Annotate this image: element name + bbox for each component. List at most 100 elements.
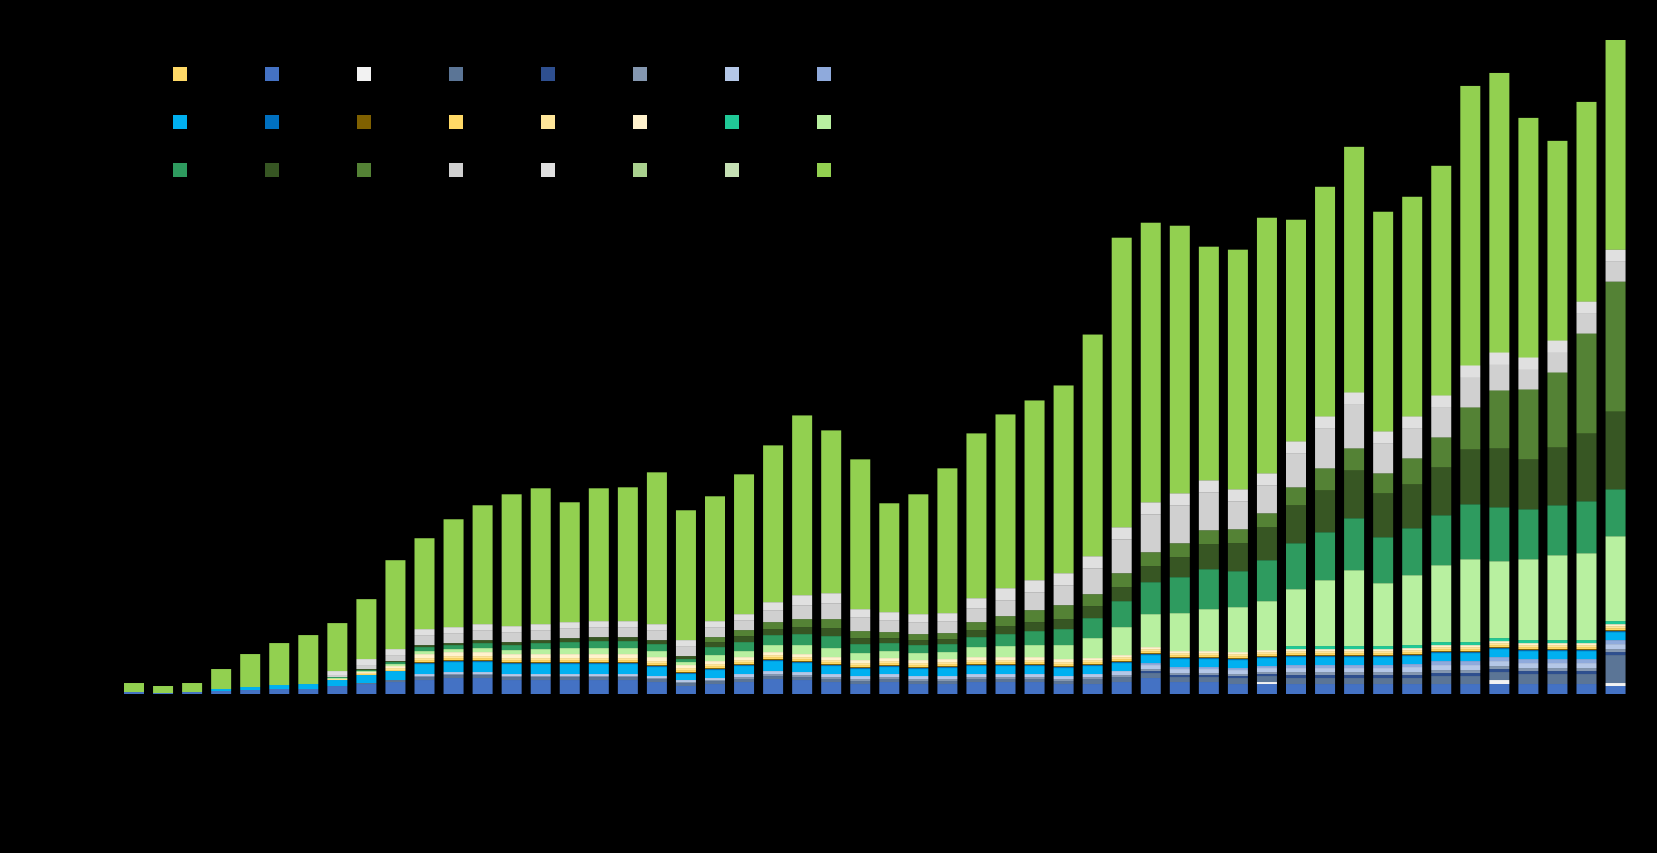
- bar-stack-32: [1024, 400, 1045, 694]
- bar-segment: [1169, 675, 1190, 678]
- bar-segment: [1169, 673, 1190, 676]
- bar-segment: [1024, 660, 1045, 663]
- bar-segment: [1605, 628, 1626, 631]
- bar-segment: [705, 670, 725, 679]
- bar-segment: [1169, 653, 1190, 656]
- bar-segment: [908, 614, 929, 623]
- bar-stack-23: [763, 445, 784, 694]
- bar-segment: [356, 671, 377, 673]
- bar-segment: [1024, 657, 1045, 661]
- bar-segment: [356, 672, 377, 674]
- legend-swatch: [633, 67, 647, 81]
- bar-segment: [1140, 566, 1161, 583]
- bar-segment: [1547, 650, 1568, 652]
- bar-segment: [1169, 651, 1190, 654]
- bar-segment: [763, 660, 784, 662]
- legend-swatch: [633, 115, 647, 129]
- bar-segment: [705, 664, 725, 667]
- bar-segment: [298, 684, 319, 690]
- bar-segment: [1082, 662, 1103, 665]
- legend-swatch: [449, 115, 463, 129]
- bar-segment: [675, 672, 696, 674]
- bar-segment: [792, 661, 813, 663]
- bar-segment: [1373, 537, 1394, 584]
- bar-segment: [1605, 640, 1626, 645]
- bar-segment: [1198, 544, 1219, 570]
- bar-segment: [588, 637, 609, 642]
- bar-segment: [1198, 569, 1219, 610]
- bar-segment: [414, 645, 435, 648]
- bar-segment: [1315, 655, 1336, 657]
- bar-segment: [1344, 656, 1365, 658]
- bar-segment: [1082, 556, 1103, 569]
- bar-segment: [1431, 645, 1452, 648]
- bar-segment: [1547, 659, 1568, 664]
- bar-segment: [1344, 672, 1365, 676]
- bar-segment: [414, 658, 435, 661]
- bar-segment: [1256, 658, 1277, 667]
- bar-segment: [1111, 682, 1132, 694]
- bar-segment: [530, 676, 551, 678]
- bar-segment: [1489, 649, 1510, 658]
- bar-segment: [1605, 249, 1626, 262]
- bar-segment: [472, 658, 493, 661]
- bar-segment: [1576, 650, 1597, 652]
- bar-segment: [1460, 670, 1481, 674]
- bar-segment: [675, 659, 696, 663]
- bar-segment: [1460, 673, 1481, 677]
- bar-segment: [1431, 642, 1452, 646]
- bar-segment: [1082, 677, 1103, 680]
- bar-segment: [588, 627, 609, 638]
- bar-stack-4: [211, 669, 232, 694]
- bar-segment: [1198, 651, 1219, 654]
- bar-segment: [1576, 433, 1597, 502]
- bar-stack-47: [1460, 85, 1481, 694]
- bar-segment: [1576, 645, 1597, 648]
- bar-segment: [1053, 605, 1074, 620]
- bar-segment: [1576, 313, 1597, 334]
- bar-segment: [1344, 470, 1365, 519]
- bar-segment: [879, 612, 900, 621]
- bar-segment: [995, 662, 1016, 665]
- bar-segment: [1460, 665, 1481, 671]
- bar-segment: [327, 675, 348, 678]
- bar-segment: [1460, 85, 1481, 366]
- bar-segment: [1111, 662, 1132, 664]
- bar-segment: [879, 661, 900, 664]
- bar-segment: [559, 663, 580, 665]
- bar-segment: [1576, 674, 1597, 685]
- bar-segment: [530, 640, 551, 644]
- bar-stack-42: [1315, 186, 1336, 694]
- bar-segment: [414, 660, 435, 663]
- bar-segment: [1256, 560, 1277, 602]
- bar-segment: [298, 635, 319, 685]
- bar-segment: [1024, 610, 1045, 623]
- bar-segment: [1576, 643, 1597, 646]
- bar-segment: [1053, 659, 1074, 663]
- bar-segment: [617, 663, 638, 665]
- bar-segment: [1373, 678, 1394, 685]
- bar-segment: [1402, 655, 1423, 657]
- bar-segment: [588, 677, 609, 681]
- bar-segment: [1198, 246, 1219, 481]
- bar-segment: [530, 680, 551, 694]
- bar-segment: [995, 600, 1016, 617]
- bar-segment: [1605, 624, 1626, 627]
- bar-segment: [1315, 653, 1336, 656]
- bar-segment: [792, 663, 813, 673]
- bar-segment: [1489, 352, 1510, 365]
- bar-segment: [763, 655, 784, 658]
- bar-segment: [1605, 631, 1626, 633]
- bar-segment: [995, 414, 1016, 589]
- bar-segment: [908, 663, 929, 666]
- bar-segment: [1460, 647, 1481, 650]
- bar-segment: [1489, 507, 1510, 562]
- bar-segment: [1605, 630, 1626, 632]
- bar-segment: [1576, 668, 1597, 672]
- bar-stack-27: [879, 503, 900, 694]
- bar-segment: [472, 630, 493, 641]
- bar-segment: [908, 681, 929, 685]
- bar-segment: [1489, 364, 1510, 391]
- bar-segment: [1169, 543, 1190, 558]
- legend-swatch: [541, 115, 555, 129]
